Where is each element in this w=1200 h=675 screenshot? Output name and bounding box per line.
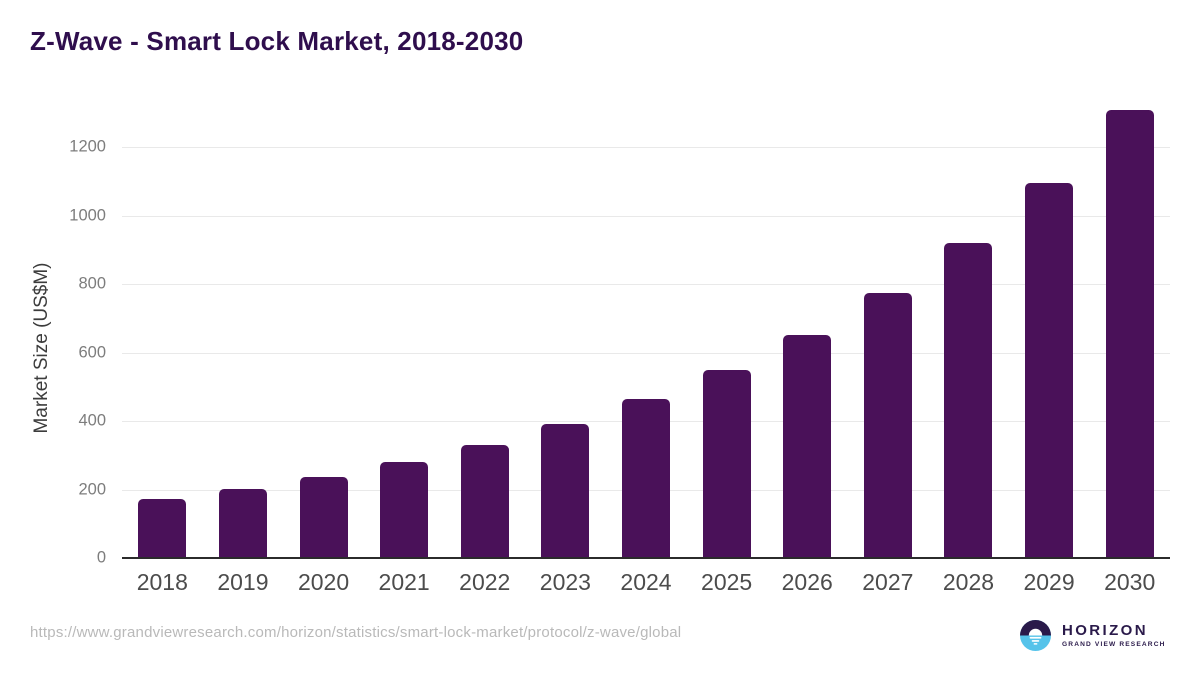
horizon-logo-text: HORIZON GRAND VIEW RESEARCH: [1062, 621, 1166, 649]
x-axis-line: [122, 557, 1170, 559]
bar-2026[interactable]: [783, 334, 832, 558]
bar-2018[interactable]: [138, 499, 187, 558]
bar-2027[interactable]: [863, 293, 912, 558]
bar-2019[interactable]: [218, 489, 267, 558]
x-tick-label-2027: 2027: [862, 569, 914, 595]
y-tick-label-200: 200: [78, 480, 106, 499]
horizon-logo: HORIZON GRAND VIEW RESEARCH: [1020, 620, 1166, 651]
y-tick-label-1000: 1000: [69, 206, 106, 225]
x-tick-label-2021: 2021: [378, 569, 430, 595]
x-tick-label-2030: 2030: [1104, 569, 1156, 595]
x-tick-label-2029: 2029: [1023, 569, 1075, 595]
y-tick-label-800: 800: [78, 274, 106, 293]
logo-brand: HORIZON: [1062, 621, 1148, 639]
bar-2028[interactable]: [944, 243, 993, 558]
x-tick-label-2020: 2020: [297, 569, 350, 595]
y-tick-label-600: 600: [78, 343, 106, 362]
chart-title: Z-Wave - Smart Lock Market, 2018-2030: [30, 26, 524, 56]
bar-2029[interactable]: [1025, 182, 1074, 558]
gridline-600: [122, 352, 1170, 354]
gridline-1200: [122, 147, 1170, 149]
x-tick-label-2025: 2025: [701, 569, 753, 595]
bar-2022[interactable]: [460, 445, 509, 558]
bar-2025[interactable]: [702, 370, 751, 558]
x-tick-label-2026: 2026: [781, 569, 833, 595]
bar-2020[interactable]: [299, 477, 348, 558]
x-tick-label-2019: 2019: [217, 569, 269, 595]
x-tick-label-2028: 2028: [942, 569, 995, 595]
bar-2023[interactable]: [541, 423, 590, 558]
x-tick-label-2023: 2023: [539, 569, 591, 595]
y-tick-label-0: 0: [96, 548, 106, 567]
source-url: https://www.grandviewresearch.com/horizo…: [30, 624, 682, 641]
horizon-sun-icon: [1020, 620, 1051, 651]
bar-2021[interactable]: [380, 461, 429, 558]
x-tick-label-2024: 2024: [620, 569, 672, 595]
x-tick-label-2018: 2018: [136, 569, 188, 595]
logo-subbrand: GRAND VIEW RESEARCH: [1062, 641, 1166, 649]
bar-2024[interactable]: [622, 398, 670, 558]
gridline-800: [122, 284, 1170, 286]
x-tick-label-2022: 2022: [459, 569, 511, 595]
gridline-1000: [122, 215, 1170, 217]
bar-2030[interactable]: [1105, 109, 1154, 558]
y-tick-label-1200: 1200: [69, 137, 106, 156]
y-tick-label-400: 400: [78, 411, 106, 430]
